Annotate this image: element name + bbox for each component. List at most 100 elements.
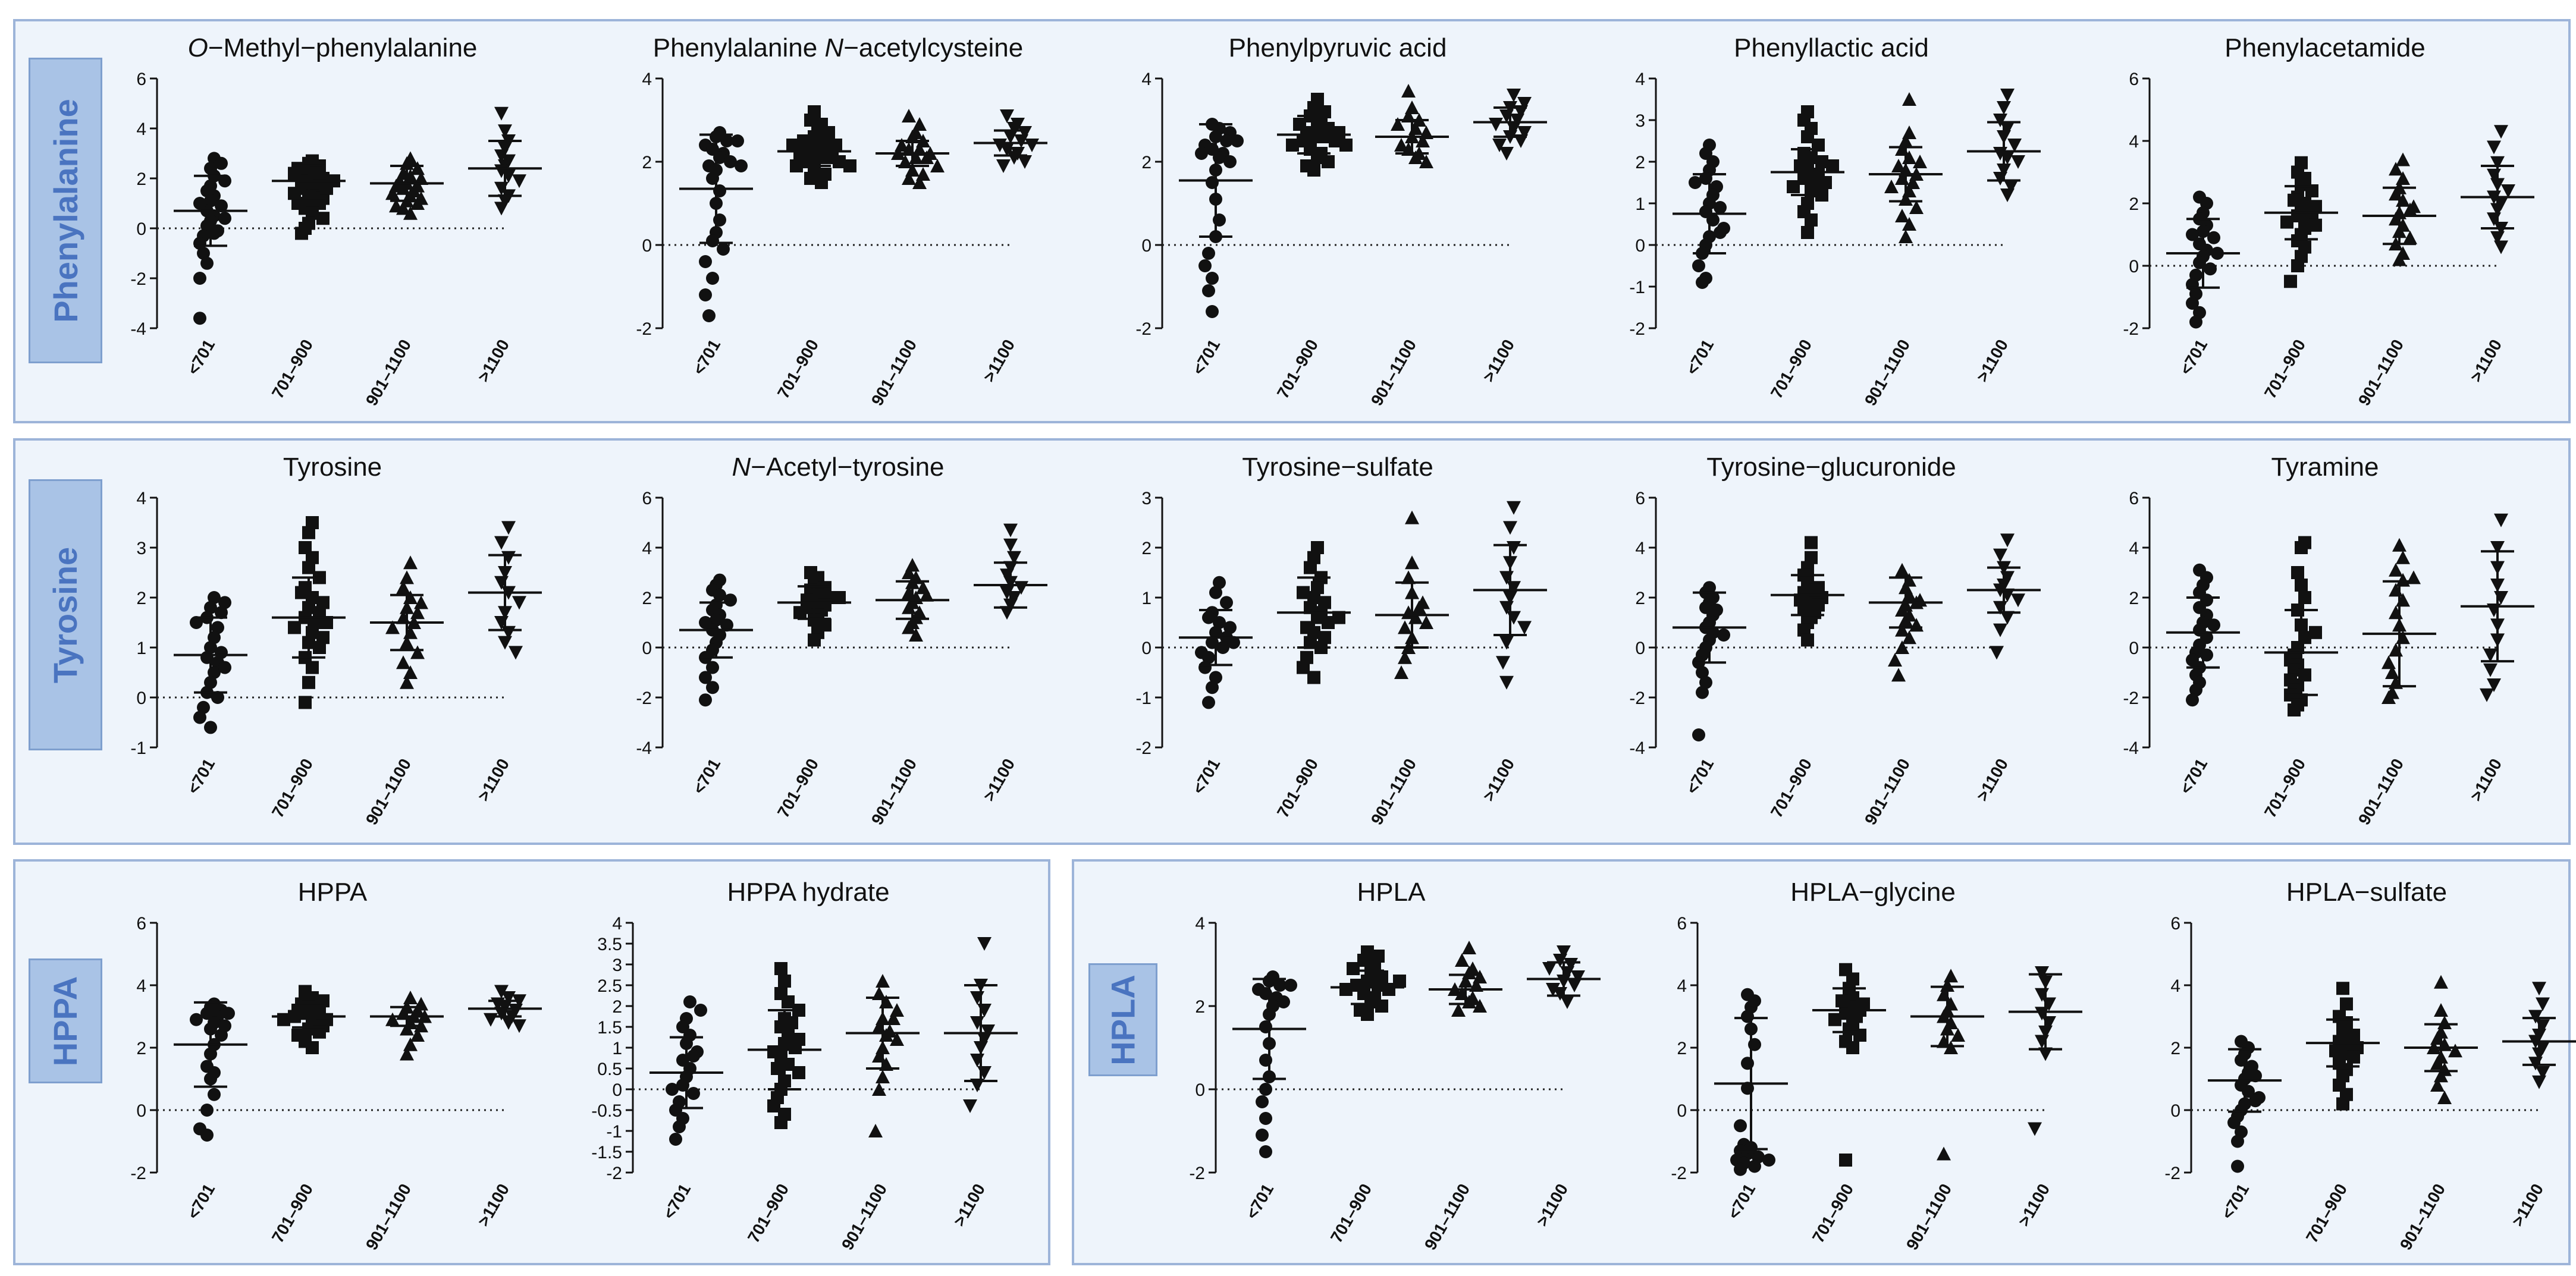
y-tick-label: 2 [136,169,146,189]
data-point-701 [200,1104,214,1117]
data-point-701 [1202,696,1215,709]
data-point-701-900 [1318,631,1331,645]
data-point-701-900 [767,1099,780,1112]
y-tick-label: -2 [1135,738,1151,758]
data-point-701 [1209,586,1222,599]
data-point-901-1100 [1888,653,1902,667]
y-tick-label: -1 [606,1122,622,1142]
chart-phenylpyruvic-acid: Phenylpyruvic acid -2 0 2 4 <701 701–900 901–11… [1135,33,1547,409]
chart-title: HPLA [1357,878,1426,907]
data-point-1100 [501,551,516,565]
data-point-901-1100 [2389,562,2403,577]
data-point-1100 [2011,155,2025,169]
chart-tyramine: Tyramine -4 -2 0 2 4 6 <701 701–900 901–1100 >1100 [2123,452,2534,828]
data-point-701-900 [1826,159,1839,172]
data-point-701-900 [1801,130,1814,143]
data-point-1100 [1510,114,1524,127]
data-point-701 [2189,683,2202,697]
x-tick-label-701-900: 701–900 [268,1181,316,1246]
data-point-901-1100 [886,1011,900,1025]
data-point-701-900 [1347,962,1360,975]
y-tick-label: 2 [1635,589,1645,608]
data-point-1100 [2490,541,2505,555]
chart-title: Tyrosine−sulfate [1242,452,1433,482]
data-point-701-900 [1835,994,1849,1008]
x-tick-label-701-900: 701–900 [2261,756,2309,821]
x-tick-label-901-1100: 901–1100 [2355,337,2407,409]
data-point-701 [702,309,716,322]
chart-title: Tyrosine [283,452,382,482]
x-tick-label-701: <701 [2176,756,2211,797]
data-point-701-900 [2295,178,2308,191]
data-point-901-1100 [912,175,927,189]
data-point-701 [1202,284,1215,297]
data-point-901-1100 [403,555,418,570]
data-point-1100 [977,937,992,951]
data-point-701 [2186,228,2199,241]
x-tick-label-1100: >1100 [2508,1181,2547,1230]
x-tick-label-1100: >1100 [474,1181,513,1230]
chart-title: Phenyllactic acid [1734,33,1929,62]
data-point-1100 [2490,231,2505,245]
data-point-901-1100 [2389,605,2403,620]
data-point-901-1100 [902,620,916,634]
data-point-701-900 [785,1016,798,1029]
data-point-701 [720,134,733,147]
data-point-701 [1256,1095,1269,1108]
data-point-1100 [512,1019,526,1033]
data-point-1100 [996,159,1011,173]
x-tick-label-701-900: 701–900 [1273,337,1322,402]
data-point-1100 [1018,155,1032,169]
data-point-701 [200,1129,214,1142]
data-point-701-900 [1846,1041,1859,1054]
chart-title: Phenylalanine N−acetylcysteine [653,33,1024,62]
data-point-701-900 [302,561,315,574]
data-point-701 [1220,596,1233,609]
data-point-701-900 [2284,275,2297,288]
x-tick-label-701-900: 701–900 [774,756,822,821]
chart-title: HPLA−glycine [1790,878,1956,907]
data-point-901-1100 [385,186,400,200]
data-point-701-900 [808,613,821,627]
data-point-1100 [1007,551,1021,565]
y-tick-label: 2 [1195,997,1205,1017]
x-tick-label-701-900: 701–900 [1767,337,1815,402]
data-point-701 [2227,1116,2241,1129]
data-point-901-1100 [2430,1078,2445,1092]
y-tick-label: 4 [1195,914,1205,934]
y-tick-label: -2 [2123,689,2139,708]
data-point-701-900 [1393,975,1406,988]
data-point-1100 [1997,101,2011,115]
y-tick-label: -1.5 [591,1143,622,1162]
data-point-901-1100 [1902,630,1916,645]
data-point-701 [218,596,231,609]
data-point-901-1100 [1416,134,1430,147]
data-point-701 [735,159,748,172]
x-tick-label-701: <701 [184,337,218,378]
data-point-701-900 [313,1025,326,1039]
data-point-701-900 [302,1022,315,1036]
data-point-701-900 [1805,551,1818,564]
data-point-701-900 [2340,997,2353,1011]
data-point-701-900 [291,1004,305,1017]
data-point-701-900 [1808,583,1821,597]
x-tick-label-901-1100: 901–1100 [362,1181,415,1253]
chart-phenylalanine-n-acetylcysteine: Phenylalanine N−acetylcysteine -2 0 2 4 <701 7… [636,33,1047,409]
group-label-phenylalanine: Phenylalanine [46,98,84,323]
data-point-701-900 [1339,139,1353,152]
data-point-701-900 [804,172,817,185]
data-point-901-1100 [2396,152,2410,166]
data-point-701 [1202,247,1215,260]
data-point-901-1100 [1408,150,1423,164]
data-point-701-900 [320,181,333,195]
y-tick-label: -2 [606,1164,622,1183]
y-tick-label: -2 [1629,689,1645,708]
data-point-901-1100 [2403,202,2417,216]
group-box-tyrosine [13,438,2571,845]
data-point-1100 [484,1013,498,1027]
data-point-701 [1195,147,1208,160]
y-tick-label: 4 [1635,70,1645,89]
data-point-701-900 [2298,591,2311,604]
data-point-1100 [1003,538,1018,552]
data-point-701 [699,288,712,301]
